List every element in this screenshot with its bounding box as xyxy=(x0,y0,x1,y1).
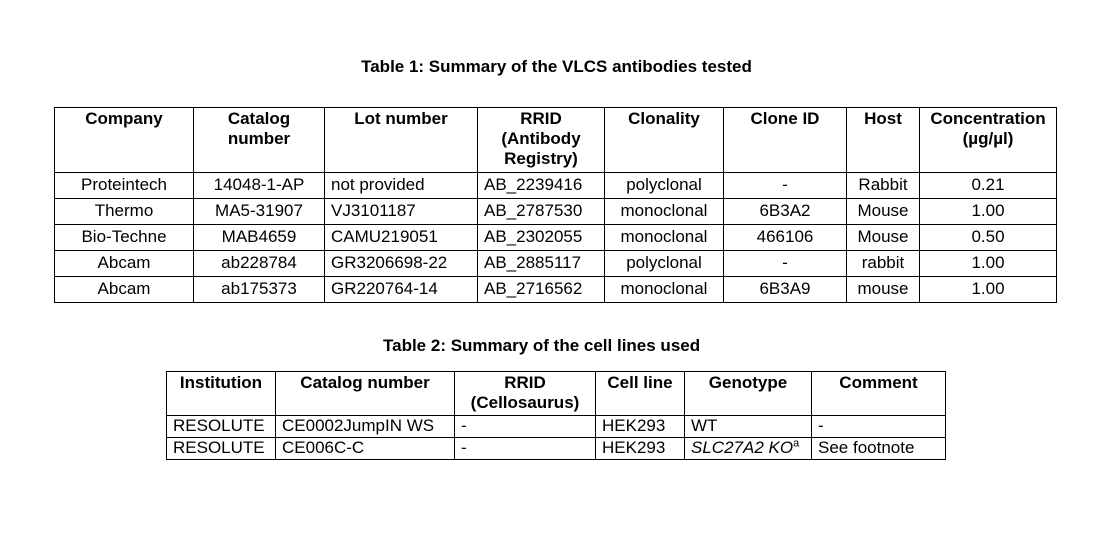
table1-caption: Table 1: Summary of the VLCS antibodies … xyxy=(361,57,752,76)
cell-comment: See footnote xyxy=(811,437,946,460)
table-row: RESOLUTE CE006C-C - HEK293 SLC27A2 KOa S… xyxy=(166,437,946,460)
cell-catalog: MAB4659 xyxy=(193,224,325,251)
cell-lot: GR220764-14 xyxy=(324,276,478,303)
header-rrid: RRID (Antibody Registry) xyxy=(477,107,605,173)
table-row: Abcam ab228784 GR3206698-22 AB_2885117 p… xyxy=(54,250,1057,277)
cell-company: Bio-Techne xyxy=(54,224,194,251)
cell-lot: CAMU219051 xyxy=(324,224,478,251)
cell-clone-id: 466106 xyxy=(723,224,847,251)
header-cell-line: Cell line xyxy=(595,371,685,416)
header-lot-number: Lot number xyxy=(324,107,478,173)
cell-clonality: monoclonal xyxy=(604,198,724,225)
header-clonality: Clonality xyxy=(604,107,724,173)
cell-lot: not provided xyxy=(324,172,478,199)
cell-concentration: 1.00 xyxy=(919,276,1057,303)
cell-concentration: 0.21 xyxy=(919,172,1057,199)
cell-company: Abcam xyxy=(54,276,194,303)
cell-lot: GR3206698-22 xyxy=(324,250,478,277)
cell-rrid: AB_2302055 xyxy=(477,224,605,251)
cell-concentration: 1.00 xyxy=(919,250,1057,277)
cell-catalog: 14048-1-AP xyxy=(193,172,325,199)
cell-rrid: AB_2239416 xyxy=(477,172,605,199)
table-row: Proteintech 14048-1-AP not provided AB_2… xyxy=(54,172,1057,199)
cell-comment: - xyxy=(811,415,946,438)
table-row: Bio-Techne MAB4659 CAMU219051 AB_2302055… xyxy=(54,224,1057,251)
cell-clone-id: - xyxy=(723,172,847,199)
header-company: Company xyxy=(54,107,194,173)
cell-lot: VJ3101187 xyxy=(324,198,478,225)
cell-cell-line: HEK293 xyxy=(595,415,685,438)
cell-host: mouse xyxy=(846,276,920,303)
cell-catalog: ab175373 xyxy=(193,276,325,303)
cell-company: Abcam xyxy=(54,250,194,277)
header-genotype: Genotype xyxy=(684,371,812,416)
footnote-marker: a xyxy=(793,437,800,450)
table1-header-row: Company Catalog number Lot number RRID (An… xyxy=(54,107,1057,173)
table-row: RESOLUTE CE0002JumpIN WS - HEK293 WT - xyxy=(166,415,946,438)
cell-clonality: monoclonal xyxy=(604,224,724,251)
cell-rrid: AB_2716562 xyxy=(477,276,605,303)
cell-rrid: - xyxy=(454,415,596,438)
cell-institution: RESOLUTE xyxy=(166,415,276,438)
table-row: Thermo MA5-31907 VJ3101187 AB_2787530 mo… xyxy=(54,198,1057,225)
header-clone-id: Clone ID xyxy=(723,107,847,173)
cell-company: Proteintech xyxy=(54,172,194,199)
table-row: Abcam ab175373 GR220764-14 AB_2716562 mo… xyxy=(54,276,1057,303)
header-rrid: RRID (Cellosaurus) xyxy=(454,371,596,416)
cell-rrid: AB_2787530 xyxy=(477,198,605,225)
cell-genotype: SLC27A2 KOa xyxy=(684,437,812,460)
cell-clonality: polyclonal xyxy=(604,172,724,199)
header-catalog-number: Catalog number xyxy=(275,371,455,416)
cell-catalog: CE006C-C xyxy=(275,437,455,460)
cell-clonality: monoclonal xyxy=(604,276,724,303)
cell-catalog: ab228784 xyxy=(193,250,325,277)
cell-host: Mouse xyxy=(846,198,920,225)
table2-header-row: Institution Catalog number RRID (Cellosau… xyxy=(166,371,946,416)
cell-rrid: - xyxy=(454,437,596,460)
vlcs-antibodies-table: Company Catalog number Lot number RRID (An… xyxy=(54,107,1057,303)
cell-concentration: 1.00 xyxy=(919,198,1057,225)
cell-institution: RESOLUTE xyxy=(166,437,276,460)
cell-company: Thermo xyxy=(54,198,194,225)
cell-host: rabbit xyxy=(846,250,920,277)
header-institution: Institution xyxy=(166,371,276,416)
cell-lines-table: Institution Catalog number RRID (Cellosau… xyxy=(166,371,946,460)
cell-genotype: WT xyxy=(684,415,812,438)
cell-catalog: MA5-31907 xyxy=(193,198,325,225)
genotype-text: SLC27A2 KO xyxy=(691,438,794,457)
cell-clonality: polyclonal xyxy=(604,250,724,277)
cell-catalog: CE0002JumpIN WS xyxy=(275,415,455,438)
header-host: Host xyxy=(846,107,920,173)
cell-host: Rabbit xyxy=(846,172,920,199)
table2-caption: Table 2: Summary of the cell lines used xyxy=(383,336,701,355)
cell-cell-line: HEK293 xyxy=(595,437,685,460)
cell-concentration: 0.50 xyxy=(919,224,1057,251)
cell-clone-id: 6B3A9 xyxy=(723,276,847,303)
header-catalog-number: Catalog number xyxy=(193,107,325,173)
header-comment: Comment xyxy=(811,371,946,416)
header-concentration: Concentration (µg/µl) xyxy=(919,107,1057,173)
cell-rrid: AB_2885117 xyxy=(477,250,605,277)
cell-clone-id: - xyxy=(723,250,847,277)
cell-clone-id: 6B3A2 xyxy=(723,198,847,225)
cell-host: Mouse xyxy=(846,224,920,251)
